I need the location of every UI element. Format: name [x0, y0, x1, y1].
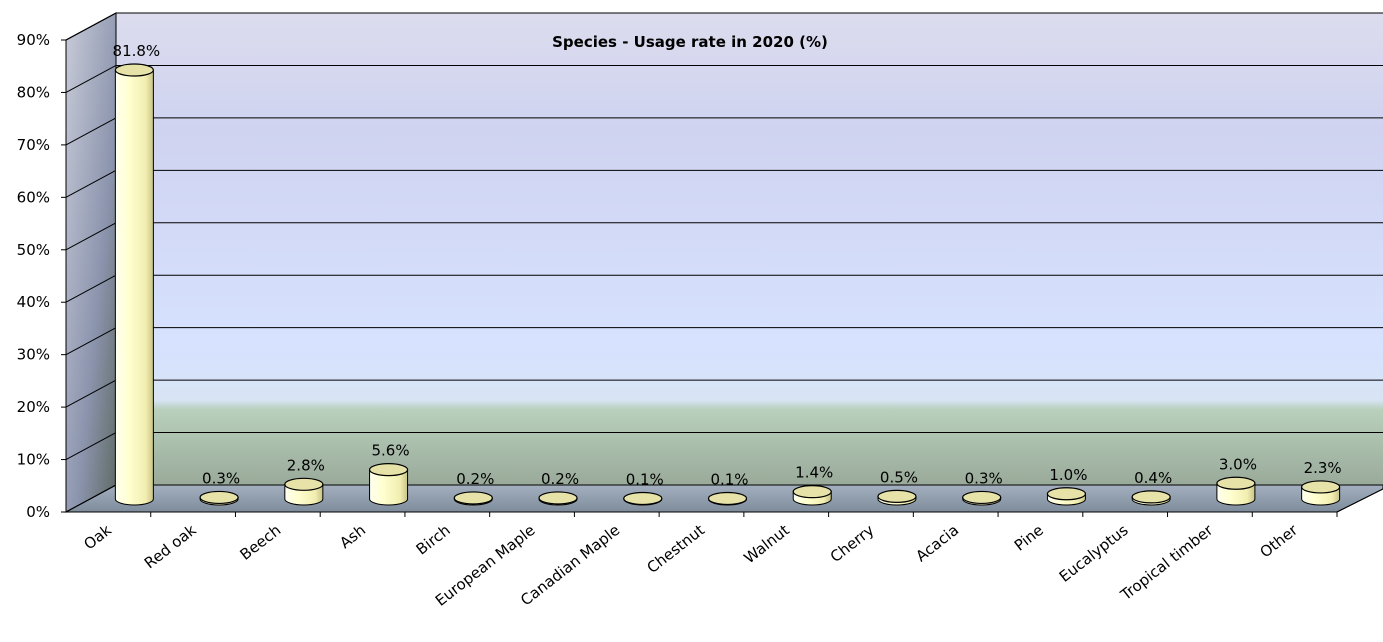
back-wall	[116, 13, 1383, 485]
y-tick-label: 10%	[17, 451, 50, 469]
side-gridline	[65, 12, 117, 41]
bar-top	[368, 463, 409, 477]
data-label: 0.3%	[202, 469, 240, 487]
x-tick-label: Pine	[1011, 521, 1047, 555]
y-tick-label: 30%	[17, 346, 50, 364]
gridlines	[65, 12, 1383, 513]
chart-title: Species - Usage rate in 2020 (%)	[552, 33, 828, 51]
bars	[114, 63, 1341, 506]
side-gridline	[65, 65, 117, 93]
bar	[1046, 487, 1087, 506]
bar-top	[199, 490, 239, 505]
bar	[199, 490, 239, 506]
bar	[453, 491, 493, 506]
x-tick-label: Cherry	[827, 521, 878, 566]
y-tick-label: 50%	[17, 241, 50, 259]
x-tick-label: Acacia	[912, 521, 962, 565]
data-label: 0.3%	[965, 469, 1003, 487]
data-label: 0.1%	[710, 470, 748, 488]
bar-top	[1046, 487, 1087, 501]
x-tick-label: Ash	[336, 521, 369, 552]
bar	[368, 463, 409, 506]
side-gridline	[65, 484, 117, 513]
value-labels: 81.8% 0.3% 2.8% 5.6% 0.2% 0.2% 0.1% 0.1% 1.4% 0.5…	[113, 42, 1342, 488]
bar	[1216, 476, 1256, 506]
side-gridline	[65, 327, 117, 356]
bar	[284, 477, 324, 506]
side-gridline	[65, 379, 117, 408]
bar-top	[877, 489, 917, 503]
x-tick-label: Walnut	[741, 521, 793, 567]
data-label: 5.6%	[372, 442, 410, 460]
bar-top	[707, 491, 748, 506]
bar-top	[623, 491, 663, 506]
bar	[962, 490, 1002, 506]
bar-top	[284, 477, 324, 491]
bar	[623, 491, 663, 506]
data-label: 0.1%	[626, 470, 664, 488]
side-gridline	[65, 432, 117, 460]
y-tick-label: 0%	[26, 503, 50, 521]
x-tick-label: Red oak	[141, 521, 200, 573]
y-tick-label: 70%	[17, 136, 50, 154]
data-label: 0.2%	[456, 470, 494, 488]
data-label: 2.3%	[1304, 459, 1342, 477]
data-label: 2.8%	[287, 456, 325, 474]
data-label: 81.8%	[113, 42, 161, 60]
x-tick-label: Oak	[80, 521, 115, 554]
bar	[877, 489, 917, 506]
bar-top	[962, 490, 1002, 505]
side-gridline	[65, 169, 117, 198]
bar	[1301, 480, 1341, 506]
bar-body	[114, 69, 154, 506]
y-tick-label: 90%	[17, 31, 50, 49]
data-label: 3.0%	[1219, 455, 1257, 473]
x-tick-label: Birch	[413, 521, 454, 559]
plot-background	[65, 12, 1383, 513]
bar	[792, 485, 832, 506]
bar	[707, 491, 748, 506]
x-tick-label: Other	[1256, 520, 1301, 561]
data-label: 1.4%	[795, 464, 833, 482]
bar-top	[453, 491, 493, 505]
y-tick-label: 20%	[17, 398, 50, 416]
side-gridline	[65, 274, 117, 303]
bar-body	[369, 469, 409, 506]
x-tick-label: Chestnut	[643, 521, 708, 577]
data-label: 0.2%	[541, 470, 579, 488]
y-tick-label: 60%	[17, 188, 50, 206]
bar-top	[1216, 476, 1256, 490]
bar	[538, 491, 578, 506]
bar	[114, 63, 154, 506]
y-tick-label: 80%	[17, 83, 50, 101]
data-label: 0.5%	[880, 468, 918, 486]
side-gridline	[65, 222, 117, 251]
data-label: 0.4%	[1134, 469, 1172, 487]
bar-top	[1301, 480, 1341, 494]
x-tick-label: Tropical timber	[1117, 520, 1217, 604]
bar	[1131, 490, 1171, 506]
floor-right-edge	[1336, 488, 1383, 513]
data-label: 1.0%	[1049, 466, 1087, 484]
x-tick-label: Beech	[237, 521, 285, 564]
side-gridline	[65, 117, 117, 146]
bar-top	[538, 491, 578, 505]
bar-top	[1131, 490, 1171, 504]
bar-top	[114, 63, 154, 77]
x-tick-label: Eucalyptus	[1056, 521, 1132, 586]
bar-top	[792, 485, 832, 499]
y-tick-label: 40%	[17, 293, 50, 311]
